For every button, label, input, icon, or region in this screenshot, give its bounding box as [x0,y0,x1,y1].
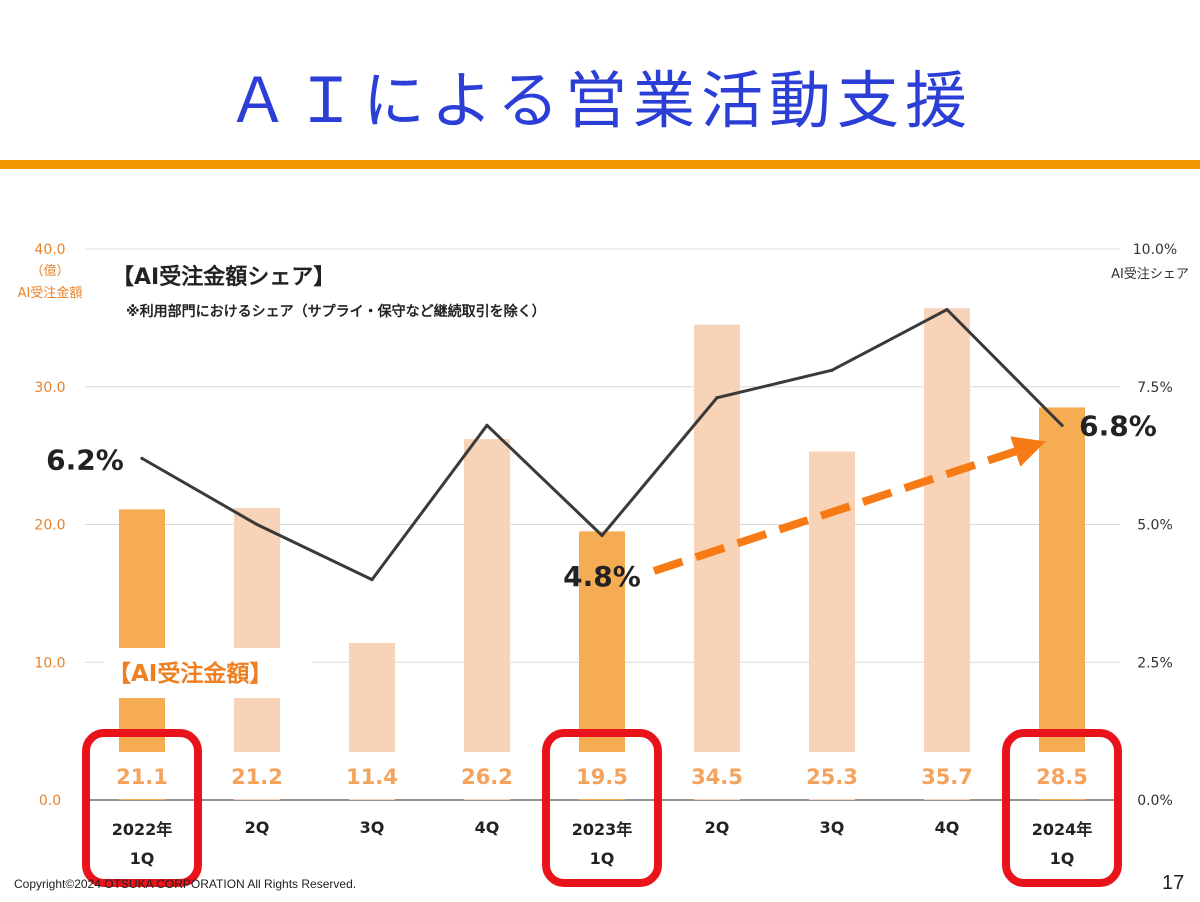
category-quarter-label: 4Q [475,818,500,837]
bar-label-backing [919,752,975,799]
share-point [715,396,719,400]
bar-label-backing [689,752,745,799]
bar-value-label: 35.7 [921,765,973,789]
category-year-label: 2024年 [1032,820,1093,839]
bar-value-label: 25.3 [806,765,858,789]
right-tick-label: 0.0% [1137,793,1173,809]
category-quarter-label: 3Q [820,818,845,837]
series-label-backing [104,648,312,698]
bar-value-label: 21.1 [116,765,168,789]
chart-subtitle: ※利用部門におけるシェア（サプライ・保守など継続取引を除く） [126,303,546,320]
left-tick-label: 10.0 [34,655,65,671]
bar [464,439,510,800]
highlight-box [1002,729,1122,887]
category-quarter-label: 3Q [360,818,385,837]
bar-label-backing [229,752,285,799]
right-tick-label: 5.0% [1137,518,1173,534]
bar-value-label: 26.2 [461,765,513,789]
left-tick-label: 0.0 [39,793,61,809]
share-point [600,533,604,538]
bar-value-label: 11.4 [346,765,398,789]
bar [1039,407,1085,800]
category-quarter-label: 4Q [935,818,960,837]
bar-label-backing [574,752,630,799]
left-tick-label: 30.0 [34,380,65,396]
right-tick-label: 2.5% [1137,655,1173,671]
category-quarter-label: 1Q [130,849,155,868]
title-rule [0,160,1200,169]
share-point [945,308,949,312]
category-quarter-label: 2Q [705,818,730,837]
slide-title: ＡＩによる営業活動支援 [226,64,974,137]
share-annotation: 4.8% [563,560,641,593]
category-year-label: 2022年 [112,820,173,839]
bar-value-label: 21.2 [231,765,283,789]
bar-value-label: 34.5 [691,765,743,789]
bar-label-backing [804,752,860,799]
bar-label-backing [344,752,400,799]
trend-arrow [652,436,1046,575]
share-annotation: 6.8% [1079,409,1157,442]
share-point [1060,423,1064,427]
bar-label-backing [114,752,170,799]
category-quarter-label: 2Q [245,818,270,837]
left-tick-label: 40.0 [34,242,65,258]
highlight-box [82,729,202,887]
right-tick-label: 7.5% [1137,380,1173,396]
bar [694,324,740,800]
right-tick-label: 10.0% [1133,242,1177,258]
bar [924,308,970,800]
bar-label-backing [459,752,515,799]
page-number: 17 [1162,872,1185,894]
share-point [830,368,834,372]
right-axis-name: AI受注シェア [1111,267,1189,282]
category-quarter-label: 1Q [1050,849,1075,868]
share-annotation: 6.2% [46,443,124,476]
left-tick-label: 20.0 [34,518,65,534]
left-axis-name: AI受注金額 [18,285,83,301]
category-year-label: 2023年 [572,820,633,839]
bar-value-label: 19.5 [576,765,628,789]
share-point [370,578,374,582]
share-point [485,423,489,427]
left-axis-unit: （億） [30,263,69,279]
bar-value-label: 28.5 [1036,765,1088,789]
share-point [255,522,259,527]
share-point [140,456,144,460]
bar-series-label: 【AI受注金額】 [108,660,272,687]
highlight-box [542,729,662,887]
category-quarter-label: 1Q [590,849,615,868]
copyright-text: Copyright©2024 OTSUKA CORPORATION All Ri… [14,877,357,891]
bar-label-backing [1034,752,1090,799]
chart-title: 【AI受注金額シェア】 [112,264,335,290]
